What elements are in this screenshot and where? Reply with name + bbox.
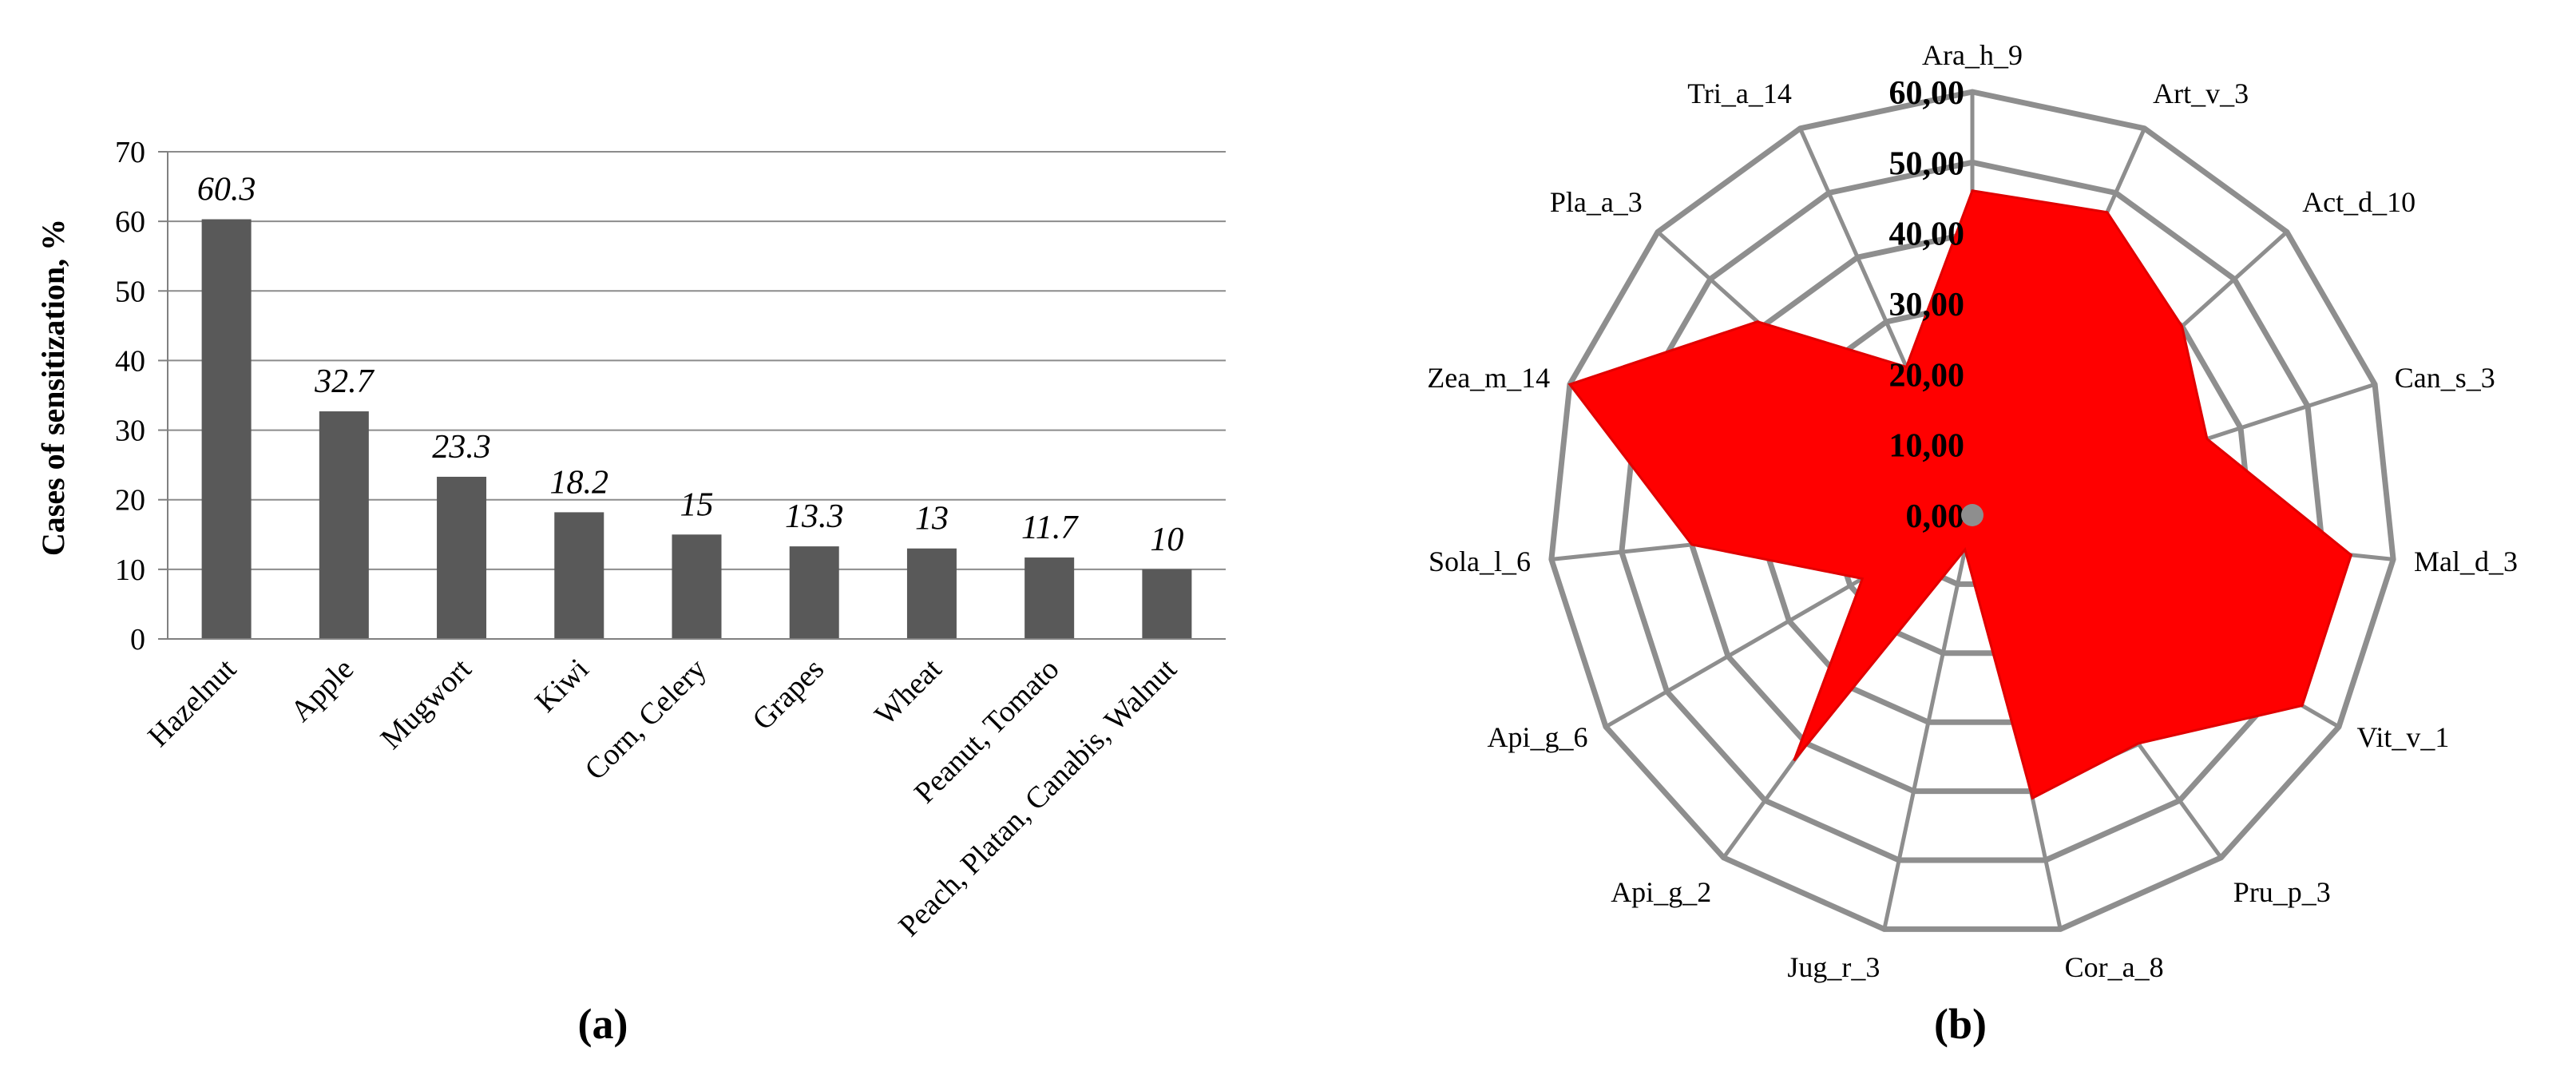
radar-category-label: Can_s_3 bbox=[2395, 362, 2495, 394]
radar-radial-tick-label: 40,00 bbox=[1889, 216, 1965, 253]
bar bbox=[1024, 557, 1075, 639]
bar-category-label: Hazelnut bbox=[141, 652, 243, 753]
bar-data-label: 13.3 bbox=[785, 498, 844, 535]
radar-radial-tick-label: 30,00 bbox=[1889, 287, 1965, 323]
radar-spoke bbox=[1882, 514, 1975, 930]
radar-category-label: Pru_p_3 bbox=[2233, 876, 2331, 908]
radar-grid-ring bbox=[1619, 159, 2326, 863]
bar-category-label: Grapes bbox=[746, 653, 830, 737]
bar-data-label: 13 bbox=[915, 501, 949, 538]
bar bbox=[1142, 569, 1192, 639]
bar-data-label: 11.7 bbox=[1021, 510, 1079, 546]
radar-radial-tick-label: 20,00 bbox=[1889, 357, 1965, 394]
bar-y-tick-label: 60 bbox=[115, 205, 145, 239]
bar bbox=[201, 219, 252, 639]
bar-category-label: Corn, Celery bbox=[578, 653, 713, 787]
radar-radial-tick-label: 60,00 bbox=[1889, 75, 1965, 112]
radar-category-label: Mal_d_3 bbox=[2414, 545, 2518, 577]
bar-y-axis-label: Cases of sensitization, % bbox=[35, 219, 71, 556]
radar-category-label: Pla_a_3 bbox=[1550, 186, 1643, 218]
bar-y-tick-label: 10 bbox=[115, 553, 145, 587]
bar-y-tick-label: 30 bbox=[115, 415, 145, 448]
radar-series-area bbox=[1567, 189, 2353, 800]
bar-category-label: Kiwi bbox=[529, 653, 595, 719]
radar-category-label: Cor_a_8 bbox=[2065, 951, 2164, 983]
radar-category-label: Api_g_2 bbox=[1611, 876, 1711, 908]
radar-category-label: Act_d_10 bbox=[2302, 186, 2415, 218]
bar-data-label: 18.2 bbox=[550, 464, 609, 501]
panel-label-b: (b) bbox=[1934, 1000, 1987, 1048]
radar-category-label: Art_v_3 bbox=[2153, 77, 2249, 109]
radar-radial-tick-labels: 0,00 10,00 20,00 30,00 40,00 50,00 60,00 bbox=[1889, 75, 1965, 535]
bar-data-label: 60.3 bbox=[197, 172, 256, 208]
radar-category-label: Jug_r_3 bbox=[1787, 951, 1880, 983]
bar-category-label: Mugwort bbox=[375, 652, 478, 756]
radar-category-label: Tri_a_14 bbox=[1687, 77, 1792, 109]
bar bbox=[672, 534, 722, 639]
bar-y-tick-label: 40 bbox=[115, 344, 145, 378]
radar-category-label: Api_g_6 bbox=[1488, 721, 1588, 753]
radar-radial-tick-label: 50,00 bbox=[1889, 145, 1965, 182]
bar-y-tick-labels: 0 10 20 30 40 50 60 70 bbox=[115, 136, 168, 657]
radar-category-label: Vit_v_1 bbox=[2357, 721, 2450, 753]
bar-data-label: 15 bbox=[680, 486, 714, 523]
radar-grid-ring bbox=[1548, 89, 2396, 932]
radar-center-hub bbox=[1961, 504, 1984, 526]
bar-y-tick-label: 50 bbox=[115, 275, 145, 308]
bar bbox=[554, 512, 604, 639]
bar-data-label: 23.3 bbox=[432, 429, 491, 466]
radar-radial-tick-label: 10,00 bbox=[1889, 428, 1965, 465]
radar-chart: 0,00 10,00 20,00 30,00 40,00 50,00 60,00 Ara_h… bbox=[1427, 39, 2518, 1048]
bar-category-label: Apple bbox=[284, 653, 360, 728]
bar-chart: 0 10 20 30 40 50 60 70 60.3 32.7 23.3 18.2 15 13.3 13… bbox=[35, 136, 1226, 1048]
radar-category-label: Zea_m_14 bbox=[1427, 362, 1550, 394]
bar-data-label: 32.7 bbox=[314, 363, 375, 400]
bar-category-label: Wheat bbox=[868, 652, 948, 732]
bar bbox=[437, 476, 487, 639]
bar-y-tick-label: 0 bbox=[130, 623, 145, 657]
bar bbox=[319, 411, 369, 639]
bar-y-tick-label: 20 bbox=[115, 484, 145, 518]
radar-category-label: Ara_h_9 bbox=[1922, 39, 2023, 71]
bar-data-label: 10 bbox=[1150, 522, 1183, 558]
bar bbox=[906, 548, 957, 639]
bar bbox=[789, 546, 839, 639]
bar-data-labels: 60.3 32.7 23.3 18.2 15 13.3 13 11.7 10 bbox=[197, 172, 1184, 558]
radar-radial-tick-label: 0,00 bbox=[1906, 498, 1965, 535]
radar-category-labels: Ara_h_9 Art_v_3 Act_d_10 Can_s_3 Mal_d_3 Vit_… bbox=[1427, 39, 2518, 983]
bar-y-tick-label: 70 bbox=[115, 136, 145, 169]
bar-series bbox=[201, 219, 1192, 639]
radar-category-label: Sola_l_6 bbox=[1429, 545, 1531, 577]
panel-label-a: (a) bbox=[578, 1000, 628, 1048]
